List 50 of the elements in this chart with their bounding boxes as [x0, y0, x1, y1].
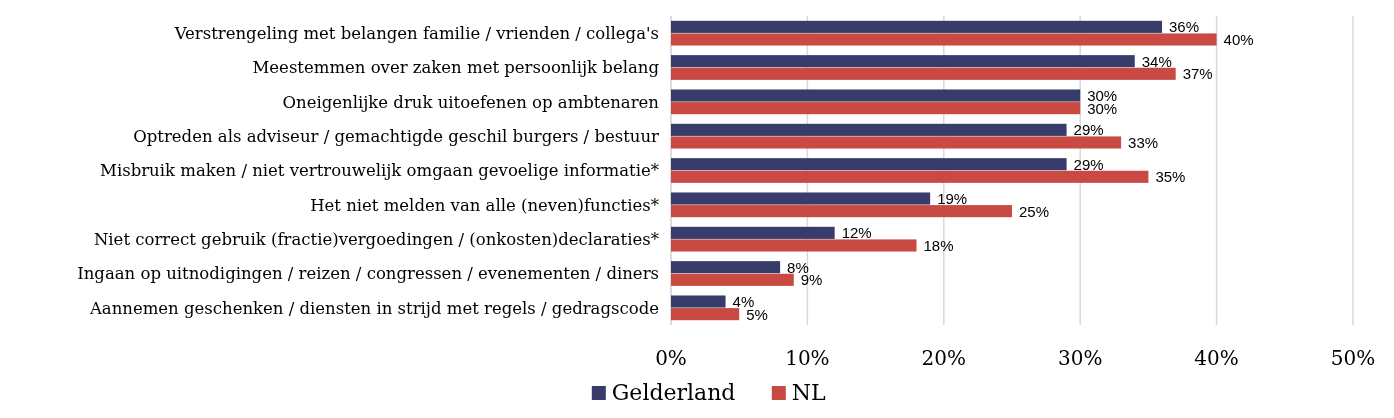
data-label: 40% [1223, 30, 1254, 48]
bar [671, 226, 835, 239]
y-tick-label: Het niet melden van alle (neven)functies* [310, 195, 659, 215]
bar [671, 123, 1067, 136]
data-label: 4% [732, 292, 755, 310]
data-label: 37% [1182, 65, 1213, 83]
data-label: 33% [1128, 133, 1159, 151]
data-label: 19% [937, 189, 968, 207]
bar [671, 205, 1012, 218]
bar [671, 295, 726, 308]
bar [671, 33, 1217, 46]
x-tick-label: 20% [921, 346, 967, 370]
bar [671, 55, 1135, 68]
bar [671, 308, 740, 321]
legend-label: NL [791, 380, 827, 405]
data-label: 30% [1087, 86, 1118, 104]
bar [671, 239, 917, 252]
bar [671, 261, 781, 274]
bar [671, 67, 1176, 80]
bar [671, 170, 1149, 183]
data-label: 35% [1155, 168, 1186, 186]
data-label: 8% [787, 258, 809, 276]
bar [671, 136, 1122, 149]
y-tick-label: Misbruik maken / niet vertrouwelijk omgaan gevoelige informatie* [100, 161, 659, 181]
bar [671, 20, 1163, 33]
y-tick-label: Niet correct gebruik (fractie)vergoedingen / (onkosten)declaraties* [93, 230, 659, 250]
x-tick-label: 40% [1194, 346, 1239, 370]
data-label: 12% [841, 224, 872, 242]
bar [671, 273, 794, 286]
y-tick-label: Oneigenlijke druk uitoefenen op ambtenaren [282, 92, 660, 112]
y-tick-label: Ingaan op uitnodigingen / reizen / congressen / evenementen / diners [77, 264, 659, 284]
bar [671, 158, 1067, 171]
data-label: 34% [1141, 52, 1172, 70]
data-label: 18% [923, 236, 954, 254]
y-tick-label: Aannemen geschenken / diensten in strijd met regels / gedragscode [88, 298, 659, 318]
data-label: 29% [1073, 121, 1104, 139]
legend-label: Gelderland [611, 380, 736, 405]
data-label: 29% [1073, 155, 1104, 173]
data-label: 25% [1019, 202, 1050, 220]
bar [671, 102, 1081, 115]
bar [671, 89, 1081, 102]
x-tick-label: 50% [1330, 346, 1376, 370]
y-tick-label: Meestemmen over zaken met persoonlijk belang [252, 58, 660, 78]
x-tick-label: 30% [1057, 346, 1103, 370]
data-label: 36% [1169, 18, 1200, 36]
x-tick-label: 0% [655, 346, 687, 370]
y-tick-label: Verstrengeling met belangen familie / vrienden / collega's [173, 24, 659, 44]
y-tick-label: Optreden als adviseur / gemachtigde geschil burgers / bestuur [133, 127, 660, 147]
x-tick-label: 10% [785, 346, 830, 370]
bar [671, 192, 931, 205]
